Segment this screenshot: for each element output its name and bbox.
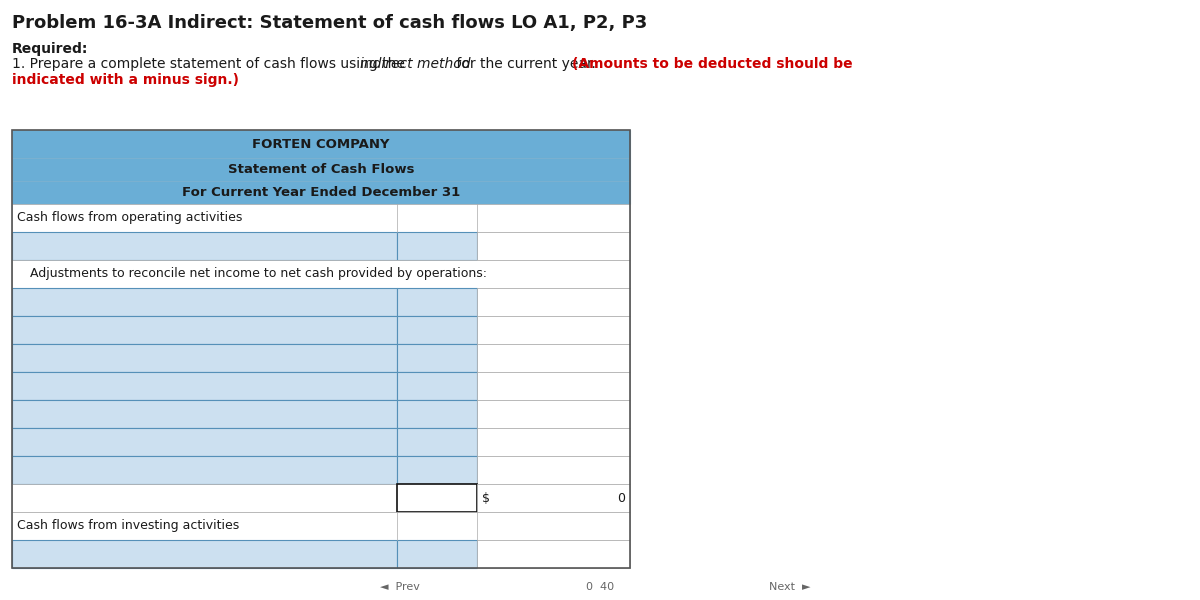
Bar: [12, 456, 397, 484]
Bar: [397, 540, 478, 568]
Text: Next  ►: Next ►: [769, 582, 811, 592]
Bar: [397, 400, 478, 428]
Bar: [478, 344, 630, 372]
Bar: [12, 344, 397, 372]
Bar: [12, 158, 630, 181]
Text: Cash flows from operating activities: Cash flows from operating activities: [17, 211, 242, 224]
Bar: [12, 130, 630, 568]
Bar: [12, 540, 397, 568]
Bar: [12, 204, 630, 232]
Text: 0: 0: [617, 491, 625, 505]
Bar: [397, 288, 478, 316]
Bar: [478, 540, 630, 568]
Bar: [397, 484, 478, 512]
Text: For Current Year Ended December 31: For Current Year Ended December 31: [182, 186, 460, 199]
Bar: [12, 316, 397, 344]
Text: indirect method: indirect method: [360, 57, 470, 71]
Text: Required:: Required:: [12, 42, 89, 56]
Text: Statement of Cash Flows: Statement of Cash Flows: [228, 163, 414, 176]
Bar: [478, 288, 630, 316]
Text: indicated with a minus sign.): indicated with a minus sign.): [12, 73, 239, 87]
Text: ◄  Prev: ◄ Prev: [380, 582, 420, 592]
Bar: [397, 344, 478, 372]
Bar: [478, 456, 630, 484]
Text: Cash flows from investing activities: Cash flows from investing activities: [17, 520, 239, 533]
Bar: [12, 428, 397, 456]
Bar: [397, 232, 478, 260]
Bar: [12, 512, 630, 540]
Text: 0  40: 0 40: [586, 582, 614, 592]
Bar: [12, 400, 397, 428]
Bar: [12, 372, 397, 400]
Bar: [478, 400, 630, 428]
Bar: [12, 130, 630, 158]
Text: for the current year.: for the current year.: [452, 57, 600, 71]
Bar: [478, 484, 630, 512]
Text: (Amounts to be deducted should be: (Amounts to be deducted should be: [572, 57, 853, 71]
Bar: [397, 456, 478, 484]
Bar: [397, 372, 478, 400]
Bar: [12, 260, 630, 288]
Bar: [478, 232, 630, 260]
Text: $: $: [482, 491, 490, 505]
Bar: [12, 484, 397, 512]
Bar: [478, 372, 630, 400]
Text: 1. Prepare a complete statement of cash flows using the: 1. Prepare a complete statement of cash …: [12, 57, 409, 71]
Bar: [12, 288, 397, 316]
Bar: [478, 316, 630, 344]
Bar: [397, 428, 478, 456]
Text: Adjustments to reconcile net income to net cash provided by operations:: Adjustments to reconcile net income to n…: [30, 268, 487, 280]
Text: FORTEN COMPANY: FORTEN COMPANY: [252, 137, 390, 151]
Bar: [397, 316, 478, 344]
Bar: [12, 181, 630, 204]
Bar: [12, 232, 397, 260]
Bar: [478, 428, 630, 456]
Text: Problem 16-3A Indirect: Statement of cash flows LO A1, P2, P3: Problem 16-3A Indirect: Statement of cas…: [12, 14, 647, 32]
